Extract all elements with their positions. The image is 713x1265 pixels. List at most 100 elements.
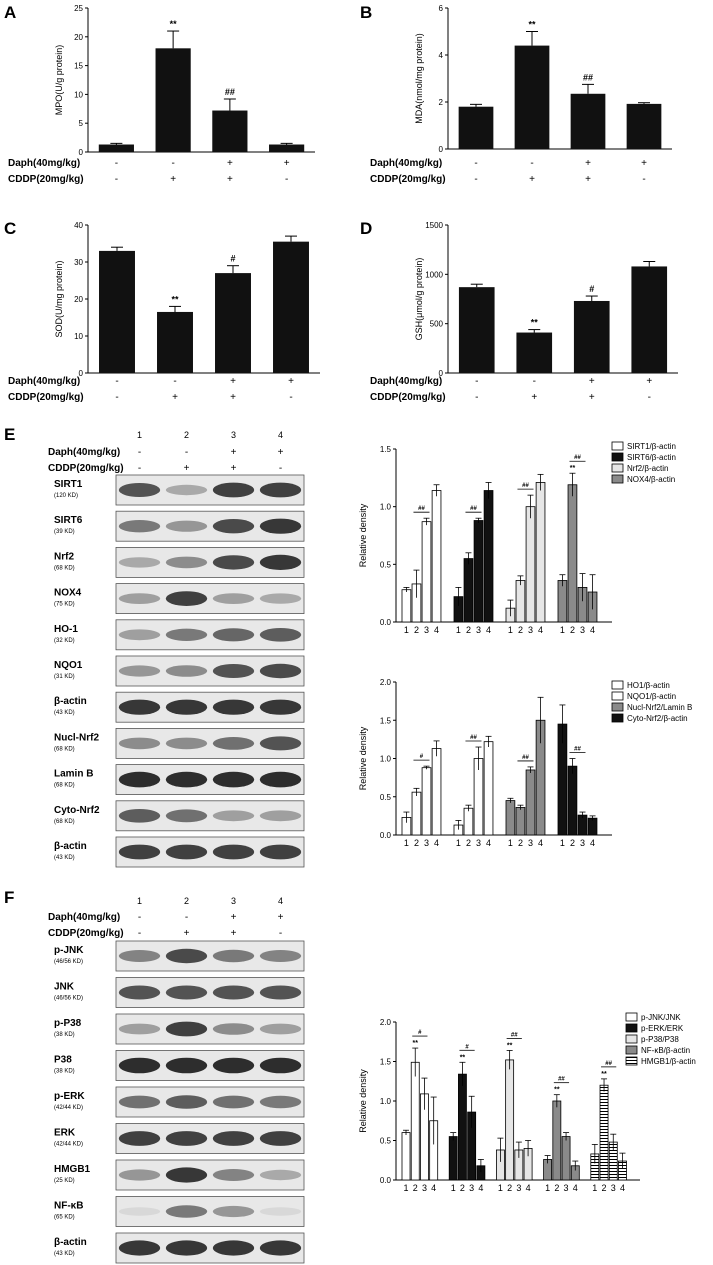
legend-swatch (611, 680, 624, 690)
bar (401, 1132, 411, 1181)
lane-number: 1 (137, 430, 142, 440)
blot-band (259, 1207, 302, 1216)
y-axis-label: MDA(nmol/mg protein) (414, 33, 424, 124)
cddp-sign: - (475, 392, 478, 403)
bar (421, 521, 432, 623)
blot-band (118, 699, 161, 715)
y-axis-label: MPO(U/g protein) (54, 45, 64, 116)
bar (401, 589, 412, 623)
y-tick-label: 2.0 (380, 1018, 392, 1027)
blot-label: p-ERK (54, 1091, 85, 1102)
blot-row: Lamin B (68 KD) (54, 764, 305, 795)
x-tick-label: 1 (404, 838, 409, 848)
x-tick-label: 1 (404, 1183, 409, 1193)
blot-label: β-actin (54, 696, 87, 707)
chart-c: C 0 10 20 30 40 SOD(U/mg protein) ** # Daph(40mg/… (4, 219, 320, 403)
blot-band (165, 737, 208, 750)
blot-kd: (43 KD) (54, 1251, 75, 1257)
daph-sign: + (641, 158, 647, 169)
cddp-label: CDDP(20mg/kg) (48, 928, 124, 939)
bracket-mark: ## (574, 747, 581, 753)
blot-kd: (32 KD) (54, 638, 75, 644)
blot-row: p-P38 (38 KD) (54, 1013, 305, 1045)
blot-kd: (46/56 KD) (54, 996, 83, 1002)
bar (573, 300, 610, 373)
x-tick-label: 4 (431, 1183, 436, 1193)
bar (561, 1136, 571, 1181)
x-tick-label: 1 (498, 1183, 503, 1193)
blot-row: NF-κB (65 KD) (54, 1196, 305, 1227)
lane-number: 2 (184, 430, 189, 440)
blot-label: ERK (54, 1128, 76, 1139)
blot-row: NOX4 (75 KD) (54, 583, 305, 614)
blot-band (259, 950, 302, 962)
cddp-sign: + (172, 392, 178, 403)
daph-sign: - (185, 447, 188, 458)
y-tick-label: 2 (439, 98, 444, 107)
bar (431, 748, 442, 836)
legend-swatch (625, 1045, 638, 1055)
x-tick-label: 1 (404, 625, 409, 635)
blot-band (212, 1095, 255, 1109)
legend-entry: Nucl-Nrf2/Lamin B (627, 703, 692, 712)
legend-entry: Cyto-Nrf2/β-actin (627, 714, 688, 723)
blot-band (165, 1021, 208, 1037)
bar (273, 241, 309, 373)
bar (98, 144, 134, 152)
blot-row: Nrf2 (68 KD) (54, 547, 305, 578)
y-tick-label: 0 (439, 369, 444, 378)
blot-band (165, 809, 208, 823)
daph-sign: - (171, 158, 174, 169)
blot-kd: (68 KD) (54, 819, 75, 825)
blot-band (165, 1240, 208, 1256)
x-tick-label: 3 (469, 1183, 474, 1193)
x-tick-label: 3 (580, 838, 585, 848)
y-axis-label: SOD(U/mg protein) (54, 260, 64, 337)
significance-mark: ** (460, 1054, 466, 1061)
y-tick-label: 1.0 (380, 503, 392, 512)
blot-band (212, 771, 255, 788)
blot-band (259, 1057, 302, 1074)
blot-band (212, 1240, 255, 1256)
y-tick-label: 1.5 (380, 1058, 392, 1067)
y-axis-label: Relative density (358, 726, 368, 790)
cddp-sign: + (531, 392, 537, 403)
y-tick-label: 0.5 (380, 793, 392, 802)
y-tick-label: 5 (79, 119, 84, 128)
blot-label: Nrf2 (54, 551, 74, 562)
blot-band (118, 844, 161, 860)
blot-row: JNK (46/56 KD) (54, 977, 305, 1008)
x-tick-label: 4 (538, 625, 543, 635)
x-tick-label: 4 (620, 1183, 625, 1193)
blot-row: SIRT1 (120 KD) (54, 474, 305, 506)
blot-band (165, 556, 208, 569)
blot-band (118, 1095, 161, 1109)
significance-mark: # (230, 254, 235, 264)
cddp-sign: + (589, 392, 595, 403)
x-tick-label: 4 (434, 625, 439, 635)
blot-band (212, 949, 255, 963)
blot-row: p-JNK (46/56 KD) (54, 940, 305, 972)
lane-number: 3 (231, 430, 236, 440)
blot-row: β-actin (43 KD) (54, 836, 305, 868)
blot-label: NOX4 (54, 588, 82, 599)
blot-kd: (38 KD) (54, 1069, 75, 1075)
bar (421, 767, 432, 836)
bar (473, 520, 484, 623)
daph-sign: + (288, 376, 294, 387)
y-tick-label: 0.0 (380, 831, 392, 840)
blot-band (118, 1023, 161, 1035)
bar (155, 48, 191, 152)
bar (515, 807, 526, 836)
blot-panel-f: F 1--2-+3++4+-Daph(40mg/kg)CDDP(20mg/kg)p… (4, 888, 305, 1264)
significance-mark: ** (531, 318, 539, 328)
cddp-sign: + (170, 174, 176, 185)
blot-label: NQO1 (54, 660, 83, 671)
bar (587, 817, 598, 836)
blot-row: NQO1 (31 KD) (54, 655, 305, 687)
chart-b: B 0 2 4 6 MDA(nmol/mg protein) ** ## Daph(40mg/k… (360, 3, 672, 185)
x-tick-label: 2 (414, 838, 419, 848)
legend-entry: Nrf2/β-actin (627, 464, 669, 473)
blot-band (165, 484, 208, 496)
daph-sign: - (185, 912, 188, 923)
